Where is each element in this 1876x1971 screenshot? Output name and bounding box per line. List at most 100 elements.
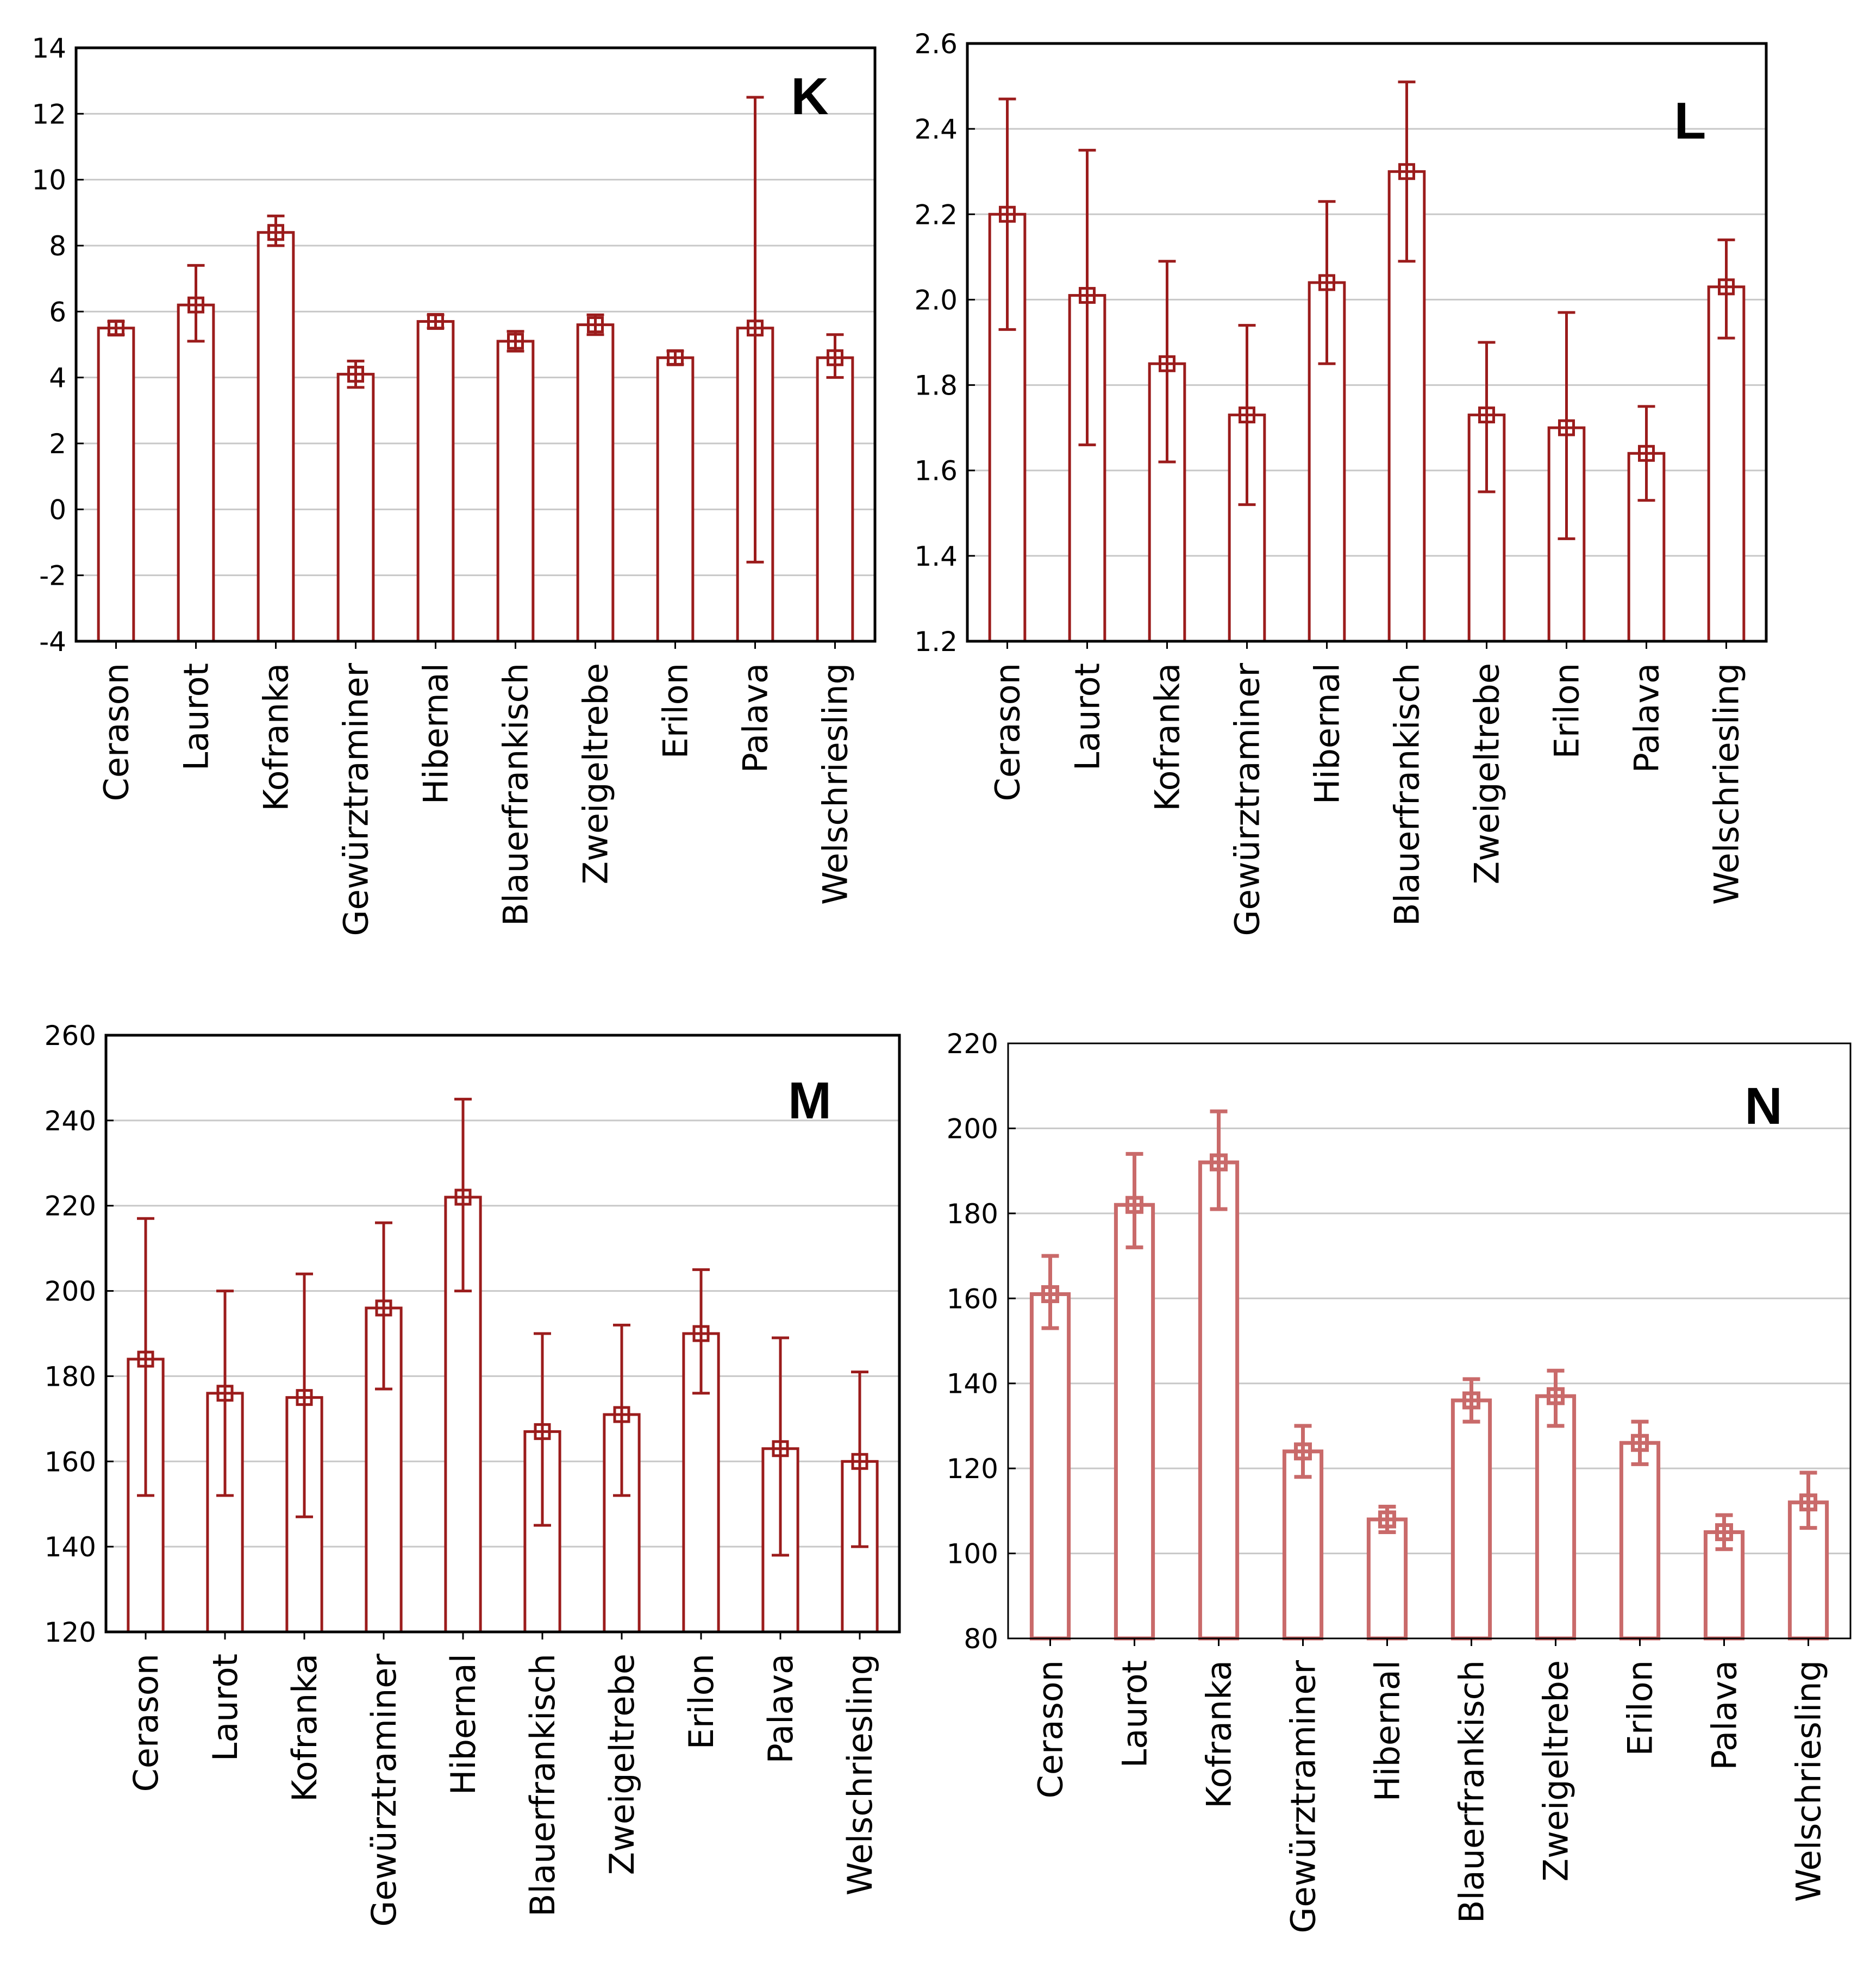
bar [816, 356, 854, 643]
plot-frame [74, 46, 877, 643]
mean-marker [216, 1385, 234, 1402]
category-label: Blauerfrankisch [1387, 663, 1427, 926]
y-tick-label: 140 [947, 1368, 998, 1400]
bar [1619, 1441, 1661, 1641]
mean-marker [1718, 278, 1735, 296]
category-label: Palava [736, 663, 776, 773]
category-label: Kofranka [285, 1654, 324, 1802]
mean-marker [692, 1325, 710, 1342]
category-label: Hibernal [443, 1654, 483, 1795]
mean-marker [347, 366, 364, 383]
y-tick-label: 220 [947, 1028, 998, 1060]
y-tick-label: 6 [49, 296, 66, 328]
mean-marker [827, 349, 843, 366]
y-tick-label: 140 [45, 1531, 96, 1563]
mean-marker [296, 1389, 313, 1406]
mean-marker [1398, 163, 1415, 180]
y-tick-label: 2.6 [914, 28, 958, 60]
category-label: Hibernal [1308, 663, 1347, 804]
y-tick-label: 14 [32, 33, 66, 64]
y-tick-label: 2.4 [914, 114, 958, 145]
category-label: Welschriesling [1789, 1660, 1829, 1902]
y-tick-label: -2 [39, 560, 66, 592]
mean-marker [772, 1440, 789, 1457]
category-label: Gewürztraminer [1284, 1660, 1323, 1933]
category-label: Kofranka [1148, 663, 1187, 811]
panel-l: 2.6 2.4 2.2 2.0 1.8 1.6 1.4 1.2 Cerason Laurot Kof… [914, 28, 1768, 936]
mean-marker [1210, 1153, 1228, 1172]
plot-frame [104, 1034, 901, 1634]
panel-label: M [788, 1072, 831, 1130]
y-tick-label: 12 [32, 98, 66, 130]
bar [656, 356, 695, 643]
mean-marker [427, 313, 444, 330]
category-label: Palava [1627, 663, 1667, 773]
category-label: Laurot [177, 663, 216, 771]
category-label: Gewürztraminer [1228, 662, 1267, 936]
bar [496, 340, 535, 643]
category-label: Blauerfrankisch [523, 1654, 562, 1917]
bar [1282, 1449, 1324, 1641]
y-tick-label: 1.2 [914, 626, 958, 658]
y-tick-label: -4 [39, 626, 66, 658]
bar [576, 323, 615, 643]
panel-label: N [1744, 1077, 1782, 1135]
category-label: Erilon [656, 663, 696, 759]
mean-marker [999, 205, 1016, 223]
mean-marker [1547, 1387, 1565, 1405]
bar [1198, 1160, 1240, 1641]
bar [1029, 1292, 1071, 1641]
y-tick-label: 10 [32, 165, 66, 196]
category-label: Erilon [1547, 663, 1587, 759]
y-tick-label: 100 [947, 1538, 998, 1570]
mean-marker [1378, 1510, 1396, 1529]
bar [416, 320, 455, 643]
bar [1366, 1517, 1408, 1641]
y-tick-label: 240 [45, 1105, 96, 1137]
category-label: Gewürztraminer [336, 662, 376, 936]
y-tick-label: 160 [947, 1283, 998, 1315]
mean-marker [1478, 406, 1495, 424]
y-tick-label: 120 [947, 1453, 998, 1485]
category-label: Blauerfrankisch [1452, 1660, 1492, 1923]
bar [97, 327, 135, 643]
y-tick-label: 180 [947, 1198, 998, 1230]
category-label: Hibernal [1368, 1660, 1408, 1801]
panel-label: L [1674, 92, 1706, 150]
bar [1535, 1394, 1577, 1641]
category-label: Laurot [1115, 1660, 1155, 1768]
category-label: Zweigeltrebe [602, 1654, 642, 1875]
category-label: Zweigeltrebe [1467, 663, 1507, 884]
category-label: Palava [761, 1654, 801, 1764]
panel-m: 260 240 220 200 180 160 140 120 Cerason Laurot Kof… [45, 1020, 901, 1927]
mean-marker [267, 224, 284, 241]
mean-marker [534, 1423, 551, 1440]
category-label: Cerason [988, 663, 1028, 801]
category-label: Erilon [681, 1654, 721, 1749]
y-tick-label: 1.6 [914, 455, 958, 487]
panel-label: K [791, 67, 828, 126]
mean-marker [1079, 287, 1096, 304]
category-label: Laurot [1068, 663, 1108, 771]
mean-marker [1041, 1285, 1059, 1303]
y-tick-label: 160 [45, 1446, 96, 1478]
y-tick-label: 120 [45, 1617, 96, 1648]
bar [336, 373, 375, 643]
mean-marker [1239, 406, 1255, 424]
category-label: Welschriesling [840, 1654, 880, 1895]
plot-frame [1007, 1042, 1852, 1640]
bar [177, 303, 215, 643]
category-label: Hibernal [416, 663, 456, 804]
y-tick-label: 2.2 [914, 199, 958, 230]
mean-marker [1159, 355, 1175, 372]
bar [1450, 1398, 1492, 1641]
mean-marker [1799, 1493, 1817, 1512]
y-tick-label: 200 [45, 1276, 96, 1307]
category-label: Zweigeltrebe [576, 663, 616, 884]
category-label: Zweigeltrebe [1536, 1660, 1576, 1881]
mean-marker [454, 1188, 472, 1206]
mean-marker [1558, 419, 1575, 436]
y-tick-label: 2 [49, 428, 66, 460]
category-label: Palava [1705, 1660, 1744, 1770]
